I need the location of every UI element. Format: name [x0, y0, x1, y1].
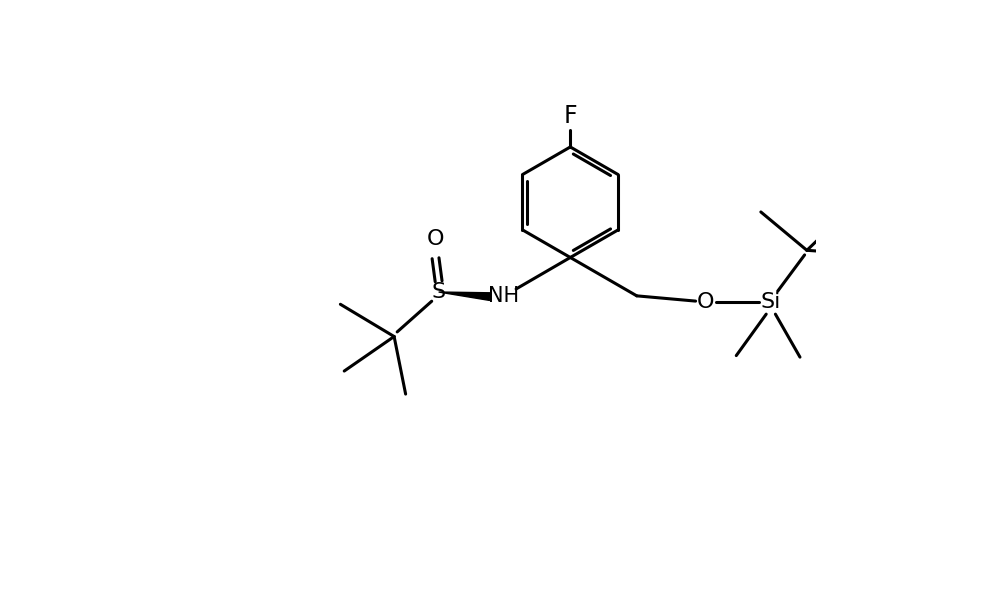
Text: O: O — [427, 229, 444, 249]
Text: S: S — [432, 282, 446, 302]
Text: NH: NH — [489, 286, 519, 306]
Text: F: F — [563, 104, 577, 129]
Polygon shape — [439, 292, 491, 300]
Text: Si: Si — [761, 292, 780, 312]
Text: O: O — [697, 292, 714, 312]
